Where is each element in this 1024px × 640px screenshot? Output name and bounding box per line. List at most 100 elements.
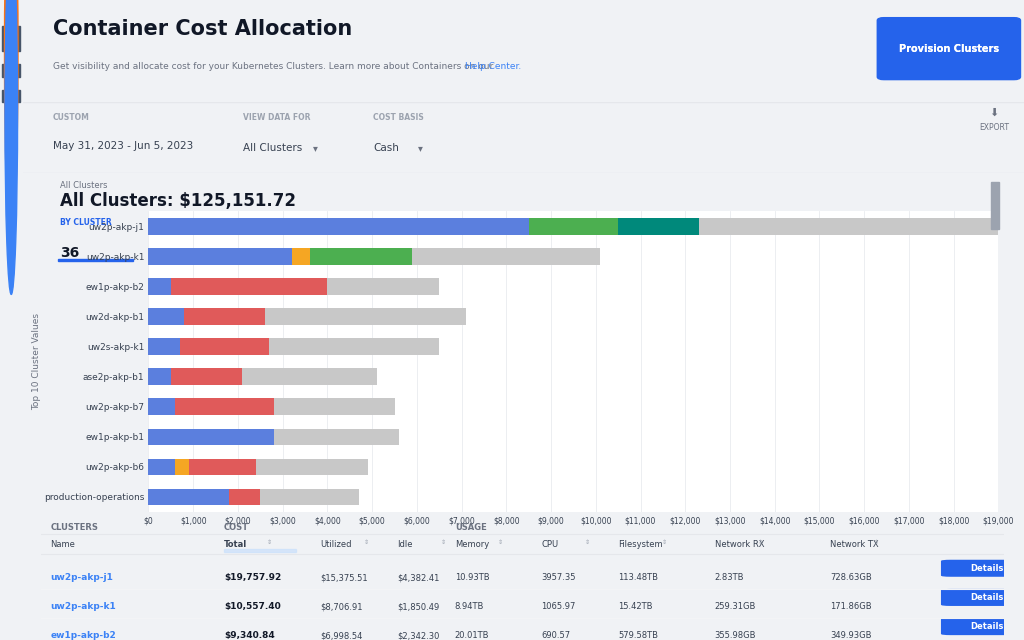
Y-axis label: Top 10 Cluster Values: Top 10 Cluster Values (32, 313, 41, 410)
Bar (269, 339, 439, 355)
Text: 1022: 1022 (157, 246, 191, 260)
Text: All Clusters: All Clusters (243, 143, 302, 153)
Text: 349.93GB: 349.93GB (830, 632, 871, 640)
Bar (148, 248, 292, 264)
Circle shape (4, 0, 18, 243)
Text: VIEW DATA FOR: VIEW DATA FOR (243, 113, 310, 122)
Bar (180, 339, 269, 355)
Bar (2, 26, 20, 51)
Text: 728.63GB: 728.63GB (830, 573, 872, 582)
Text: CUSTOM: CUSTOM (52, 113, 89, 122)
Text: $9,340.84: $9,340.84 (224, 632, 274, 640)
Text: CLUSTERS: CLUSTERS (50, 524, 98, 532)
Text: ⇕: ⇕ (873, 540, 879, 545)
Bar (256, 459, 368, 475)
Text: $6,998.54: $6,998.54 (321, 632, 362, 640)
Text: Help Center.: Help Center. (465, 62, 521, 71)
Bar (148, 308, 184, 324)
Text: USAGE: USAGE (455, 524, 486, 532)
Text: ⇕: ⇕ (440, 540, 445, 545)
Bar (188, 459, 256, 475)
Bar (413, 248, 600, 264)
Bar (991, 182, 998, 229)
Bar (618, 218, 698, 234)
Text: BY LABEL: BY LABEL (258, 218, 293, 227)
Text: 259.31GB: 259.31GB (715, 602, 756, 611)
Bar (175, 459, 188, 475)
Text: ⇕: ⇕ (585, 540, 590, 545)
Bar (224, 549, 296, 552)
Text: 113.48TB: 113.48TB (618, 573, 658, 582)
Bar (58, 259, 133, 262)
Bar (2, 90, 20, 102)
Text: Container Cost Allocation: Container Cost Allocation (52, 19, 352, 38)
Text: BY CLUSTER: BY CLUSTER (60, 218, 112, 227)
Text: 15.42TB: 15.42TB (618, 602, 653, 611)
Text: ⇕: ⇕ (364, 540, 369, 545)
Text: May 31, 2023 - Jun 5, 2023: May 31, 2023 - Jun 5, 2023 (52, 141, 193, 151)
Text: 579.58TB: 579.58TB (618, 632, 658, 640)
Text: All Clusters: All Clusters (60, 181, 108, 190)
Bar (171, 369, 243, 385)
Circle shape (5, 0, 17, 294)
Text: All Clusters: $125,151.72: All Clusters: $125,151.72 (60, 192, 296, 210)
Text: ▾: ▾ (313, 143, 317, 153)
Text: Cash: Cash (373, 143, 399, 153)
Text: Network TX: Network TX (830, 540, 879, 549)
Text: Details: Details (971, 593, 1004, 602)
Bar (273, 429, 399, 445)
Bar (171, 278, 328, 294)
Bar (292, 248, 309, 264)
Bar (2, 64, 20, 77)
Text: ew1p-akp-b2: ew1p-akp-b2 (50, 632, 117, 640)
Text: 3957.35: 3957.35 (542, 573, 575, 582)
Text: Details: Details (971, 622, 1004, 631)
Text: 171.86GB: 171.86GB (830, 602, 871, 611)
Bar (148, 399, 175, 415)
Text: ⇕: ⇕ (662, 540, 667, 545)
Text: ⇕: ⇕ (267, 540, 272, 545)
Text: Network RX: Network RX (715, 540, 764, 549)
Bar (148, 218, 528, 234)
Text: Details: Details (971, 564, 1004, 573)
Text: 36: 36 (60, 246, 80, 260)
Bar (148, 429, 273, 445)
Bar (184, 308, 265, 324)
Text: ⇕: ⇕ (758, 540, 763, 545)
Text: $10,557.40: $10,557.40 (224, 602, 281, 611)
Text: 355.98GB: 355.98GB (715, 632, 757, 640)
Text: ⬇: ⬇ (989, 108, 998, 118)
Bar (698, 218, 1012, 234)
Text: Name: Name (50, 540, 76, 549)
Bar (328, 278, 439, 294)
Text: $4,382.41: $4,382.41 (397, 573, 439, 582)
Text: ⇕: ⇕ (498, 540, 504, 545)
Text: Get visibility and allocate cost for your Kubernetes Clusters. Learn more about : Get visibility and allocate cost for you… (52, 62, 496, 71)
Bar (309, 248, 413, 264)
Text: $1,850.49: $1,850.49 (397, 602, 439, 611)
Bar (148, 339, 180, 355)
Text: CPU: CPU (542, 540, 559, 549)
Text: ▾: ▾ (418, 143, 423, 153)
Bar (148, 459, 175, 475)
FancyBboxPatch shape (941, 589, 1024, 606)
Text: COST: COST (224, 524, 249, 532)
Text: uw2p-akp-k1: uw2p-akp-k1 (50, 602, 117, 611)
Bar (148, 369, 171, 385)
Text: Filesystem: Filesystem (618, 540, 664, 549)
Bar (148, 278, 171, 294)
Text: 10.93TB: 10.93TB (455, 573, 489, 582)
Text: COST BASIS: COST BASIS (373, 113, 424, 122)
Text: Idle: Idle (397, 540, 413, 549)
Bar (148, 489, 229, 505)
Bar (229, 489, 260, 505)
Text: $8,706.91: $8,706.91 (321, 602, 362, 611)
Text: $15,375.51: $15,375.51 (321, 573, 368, 582)
FancyBboxPatch shape (941, 560, 1024, 577)
Text: 1852: 1852 (258, 246, 293, 260)
Text: Utilized: Utilized (321, 540, 351, 549)
Text: 20.01TB: 20.01TB (455, 632, 489, 640)
Text: $19,757.92: $19,757.92 (224, 573, 282, 582)
FancyBboxPatch shape (941, 618, 1024, 635)
Text: 1065.97: 1065.97 (542, 602, 575, 611)
